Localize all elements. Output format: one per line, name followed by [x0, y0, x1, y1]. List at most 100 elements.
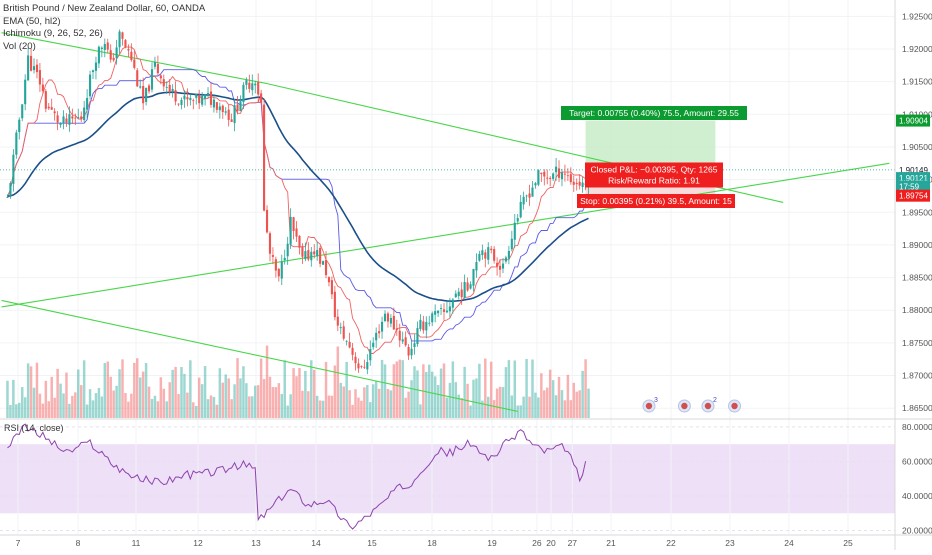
candle-body [206, 92, 210, 95]
candle-body [254, 83, 257, 86]
event-flag-icon[interactable] [677, 399, 691, 413]
volume-bar [97, 387, 101, 418]
volume-bar [130, 393, 133, 418]
volume-bar [448, 382, 452, 418]
candle-body [525, 195, 528, 197]
candle-body [133, 59, 136, 68]
candle-body [575, 182, 578, 185]
candle-body [50, 107, 53, 110]
volume-bar [457, 394, 460, 418]
candle-body [24, 79, 27, 105]
rsi-tick-label: 20.0000 [902, 526, 932, 536]
time-tick-label: 18 [427, 538, 437, 548]
target-zone [585, 120, 716, 170]
candle-body [186, 97, 189, 100]
candle-body [319, 247, 322, 264]
volume-bar [383, 364, 387, 418]
candle-body [97, 46, 100, 64]
candle-series [6, 29, 590, 375]
volume-bar [454, 382, 458, 418]
candle-body [109, 50, 112, 60]
volume-bar [218, 368, 222, 418]
candle-body [316, 250, 319, 257]
volume-bar [212, 396, 216, 418]
candle-body [386, 313, 390, 322]
volume-bar [342, 386, 345, 418]
volume-bar [103, 363, 107, 418]
volume-bar [41, 403, 45, 418]
candle-body [363, 366, 366, 368]
candle-body [410, 348, 413, 356]
volume-bar [357, 397, 360, 418]
legend-ichimoku[interactable]: Ichimoku (9, 26, 52, 26) [3, 28, 103, 39]
volume-bar [501, 387, 505, 418]
candle-body [336, 316, 339, 326]
volume-bar [174, 366, 177, 418]
volume-bar [133, 362, 136, 418]
volume-bar [413, 366, 416, 418]
candle-body [150, 69, 154, 90]
price-tick-label: 1.87000 [902, 371, 932, 381]
volume-bar [262, 379, 266, 418]
chart-legend: British Pound / New Zealand Dollar, 60, … [3, 3, 205, 53]
legend-volume[interactable]: Vol (20) [3, 40, 36, 52]
candle-body [18, 119, 21, 133]
volume-bar [47, 401, 51, 418]
candle-body [310, 251, 313, 261]
candle-body [136, 70, 139, 87]
volume-bar [74, 392, 77, 418]
volume-bar [369, 402, 372, 418]
event-flag-icon[interactable]: 2 [701, 397, 717, 413]
event-flag-icon[interactable] [728, 399, 742, 413]
time-tick-label: 24 [784, 538, 794, 548]
candle-body [327, 277, 331, 283]
ema-line [7, 91, 589, 303]
volume-bar [495, 388, 499, 418]
time-tick-label: 11 [132, 538, 141, 548]
candle-body [504, 257, 508, 262]
candle-body [543, 171, 546, 177]
target-price-badge-bg [896, 114, 930, 127]
legend-ema[interactable]: EMA (50, hl2) [3, 15, 61, 27]
candle-body [354, 356, 357, 364]
candle-body [510, 238, 513, 250]
price-tick-label: 1.90500 [902, 142, 932, 152]
volume-bar [289, 394, 292, 418]
volume-bar [256, 385, 260, 418]
candle-body [221, 105, 224, 113]
candle-body [9, 183, 12, 196]
volume-bar [195, 405, 198, 418]
volume-bar [121, 359, 124, 418]
volume-bar [330, 395, 334, 418]
candle-body [295, 228, 298, 237]
volume-bar [351, 404, 354, 418]
candle-body [345, 340, 348, 342]
volume-bar [77, 369, 80, 418]
volume-bar [18, 402, 21, 418]
closed-pnl-badge [585, 162, 723, 188]
volume-bar [307, 391, 310, 418]
event-flag-icon[interactable]: 3 [642, 397, 658, 413]
event-icon-dot [645, 402, 653, 410]
symbol-title: British Pound / New Zealand Dollar, 60, … [3, 3, 206, 14]
candle-body [162, 79, 165, 87]
candle-body [142, 85, 145, 104]
volume-bar [259, 358, 263, 418]
volume-bar [56, 368, 59, 418]
candle-body [484, 252, 487, 259]
volume-bar [9, 405, 12, 418]
candle-body [301, 246, 304, 257]
candle-body [124, 40, 127, 48]
volume-bar [224, 374, 227, 418]
candle-body [47, 106, 50, 109]
target-price-badge: 1.90904 [899, 117, 928, 126]
volume-bar [433, 376, 437, 418]
volume-bar [118, 369, 121, 418]
volume-bar [203, 366, 207, 418]
candle-body [248, 82, 251, 89]
candle-body [44, 91, 47, 109]
volume-bar [327, 395, 331, 418]
candle-body [333, 291, 336, 318]
